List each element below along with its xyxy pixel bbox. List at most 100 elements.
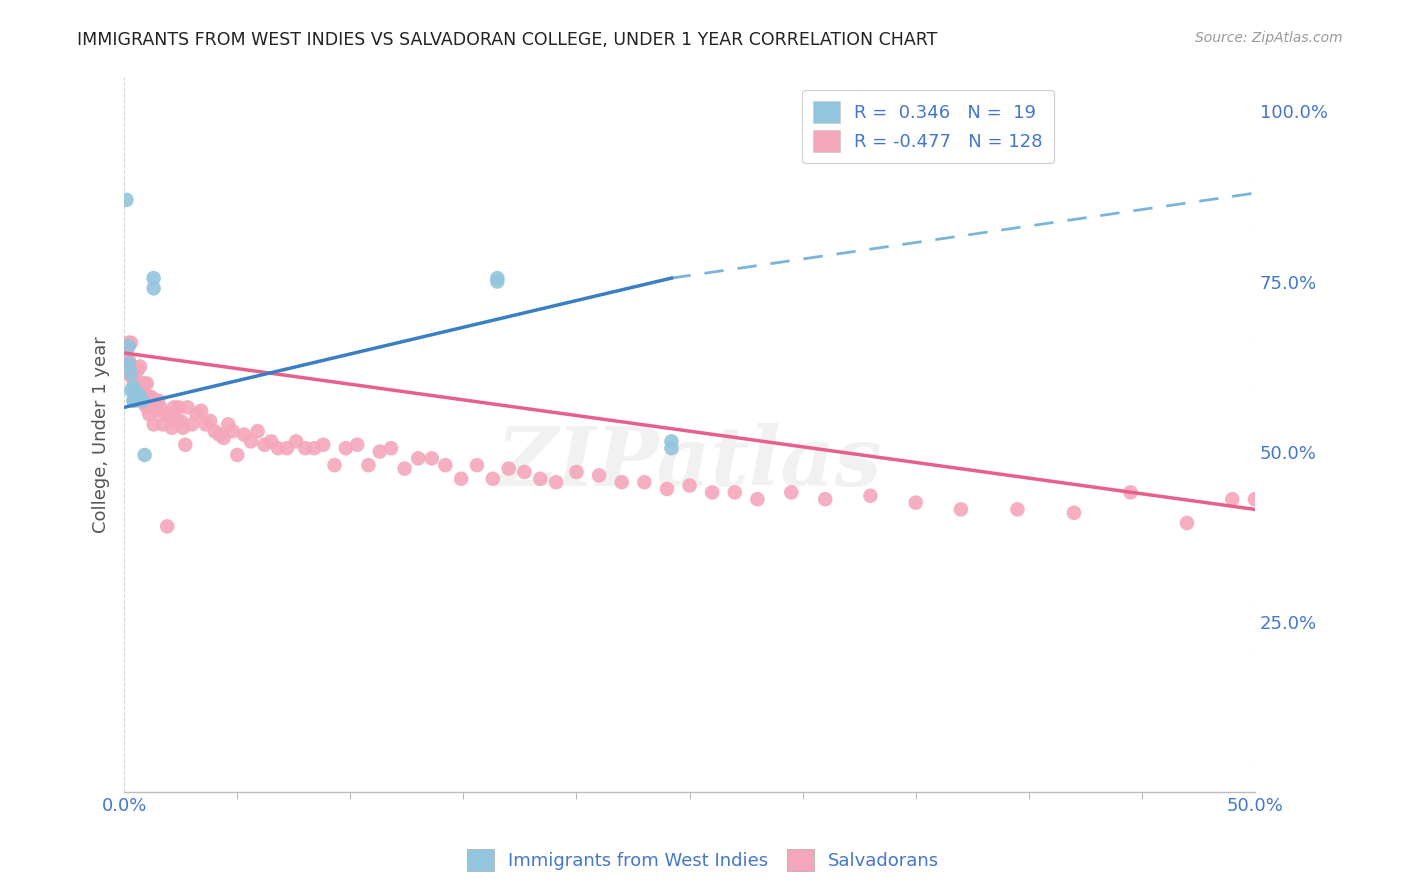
Point	[122, 393, 145, 408]
Point	[294, 441, 316, 455]
Point	[118, 335, 141, 350]
Point	[124, 367, 146, 381]
Point	[380, 441, 402, 455]
Point	[482, 472, 505, 486]
Point	[267, 441, 290, 455]
Point	[655, 482, 678, 496]
Point	[186, 407, 208, 421]
Point	[141, 390, 163, 404]
Point	[134, 376, 156, 391]
Point	[233, 427, 256, 442]
Point	[1244, 492, 1267, 507]
Point	[131, 393, 153, 408]
Point	[406, 451, 429, 466]
Point	[702, 485, 724, 500]
Point	[780, 485, 803, 500]
Point	[246, 424, 269, 438]
Point	[122, 380, 145, 394]
Point	[285, 434, 308, 449]
Point	[486, 271, 509, 285]
Point	[159, 407, 181, 421]
Point	[904, 495, 927, 509]
Point	[335, 441, 357, 455]
Point	[124, 393, 146, 408]
Point	[529, 472, 551, 486]
Point	[120, 335, 142, 350]
Point	[142, 393, 165, 408]
Point	[134, 397, 156, 411]
Point	[678, 478, 700, 492]
Point	[176, 401, 198, 415]
Point	[208, 427, 231, 442]
Point	[239, 434, 262, 449]
Point	[194, 417, 217, 432]
Point	[217, 417, 239, 432]
Point	[949, 502, 972, 516]
Point	[135, 376, 157, 391]
Point	[172, 421, 194, 435]
Point	[450, 472, 472, 486]
Point	[357, 458, 380, 473]
Point	[129, 359, 152, 374]
Point	[124, 386, 146, 401]
Y-axis label: College, Under 1 year: College, Under 1 year	[93, 336, 110, 533]
Point	[661, 434, 683, 449]
Point	[226, 448, 249, 462]
Point	[1007, 502, 1029, 516]
Point	[633, 475, 655, 490]
Point	[276, 441, 298, 455]
Point	[131, 376, 153, 391]
Point	[129, 390, 152, 404]
Point	[565, 465, 588, 479]
Point	[142, 271, 165, 285]
Text: IMMIGRANTS FROM WEST INDIES VS SALVADORAN COLLEGE, UNDER 1 YEAR CORRELATION CHAR: IMMIGRANTS FROM WEST INDIES VS SALVADORA…	[77, 31, 938, 49]
Point	[127, 384, 149, 398]
Point	[160, 421, 183, 435]
Point	[747, 492, 769, 507]
Point	[129, 384, 152, 398]
Point	[859, 489, 882, 503]
Point	[138, 390, 160, 404]
Point	[190, 403, 212, 417]
Point	[394, 461, 416, 475]
Point	[1063, 506, 1085, 520]
Point	[127, 386, 149, 401]
Point	[142, 417, 165, 432]
Point	[222, 424, 245, 438]
Point	[420, 451, 443, 466]
Point	[142, 281, 165, 295]
Legend: R =  0.346   N =  19, R = -0.477   N = 128: R = 0.346 N = 19, R = -0.477 N = 128	[801, 90, 1053, 163]
Point	[153, 407, 176, 421]
Point	[312, 438, 335, 452]
Legend: Immigrants from West Indies, Salvadorans: Immigrants from West Indies, Salvadorans	[460, 842, 946, 879]
Point	[204, 424, 226, 438]
Point	[302, 441, 325, 455]
Point	[115, 346, 138, 360]
Point	[131, 393, 153, 408]
Point	[152, 417, 174, 432]
Point	[1119, 485, 1142, 500]
Point	[661, 441, 683, 455]
Point	[167, 401, 190, 415]
Point	[588, 468, 610, 483]
Point	[814, 492, 837, 507]
Point	[156, 519, 179, 533]
Point	[165, 414, 187, 428]
Point	[146, 393, 169, 408]
Point	[120, 367, 142, 381]
Point	[138, 407, 160, 421]
Point	[122, 359, 145, 374]
Text: ZIPatlas: ZIPatlas	[496, 423, 883, 503]
Point	[434, 458, 457, 473]
Point	[181, 417, 204, 432]
Point	[124, 384, 146, 398]
Point	[465, 458, 488, 473]
Point	[253, 438, 276, 452]
Point	[212, 431, 235, 445]
Point	[122, 373, 145, 387]
Point	[546, 475, 568, 490]
Point	[115, 193, 138, 207]
Point	[134, 448, 156, 462]
Point	[513, 465, 536, 479]
Point	[120, 384, 142, 398]
